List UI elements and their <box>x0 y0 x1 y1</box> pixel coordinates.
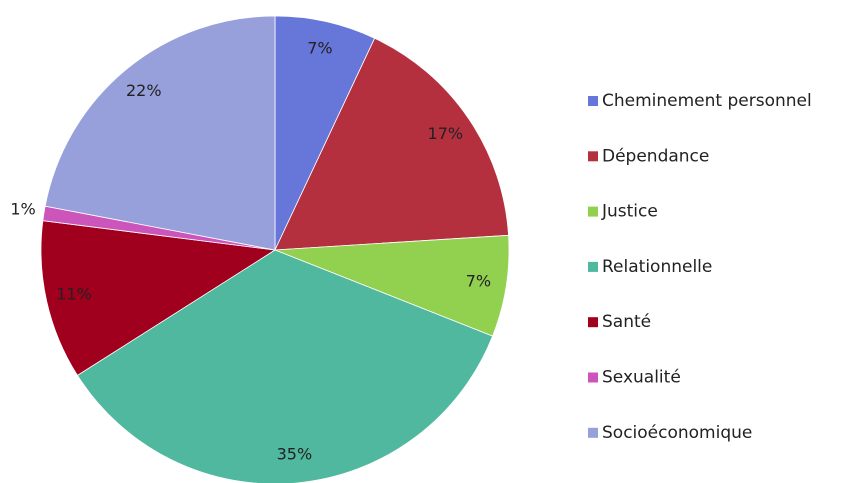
legend-label: Santé <box>602 312 651 332</box>
legend-swatch <box>588 261 598 272</box>
legend-label: Sexualité <box>602 368 681 388</box>
pie-slice <box>274 37 509 251</box>
data-label: 17% <box>428 124 464 143</box>
pie-slice <box>274 234 510 337</box>
pie-slice <box>44 15 276 251</box>
data-label: 7% <box>466 272 491 291</box>
legend-swatch <box>588 206 598 217</box>
legend-label: Socioéconomique <box>602 423 752 443</box>
data-label: 11% <box>56 284 92 303</box>
pie-slice <box>40 220 277 376</box>
legend-label: Dépendance <box>602 146 709 166</box>
pie-slice <box>274 15 376 251</box>
legend-swatch <box>588 96 598 106</box>
data-label: 7% <box>307 39 332 58</box>
data-label: 1% <box>10 200 35 219</box>
legend-swatch <box>588 151 598 162</box>
legend-label: Relationnelle <box>602 257 712 277</box>
data-label: 22% <box>126 81 162 100</box>
legend-swatch <box>588 427 598 438</box>
legend-label: Cheminement personnel <box>602 91 812 111</box>
legend-label: Justice <box>601 202 658 222</box>
legend-swatch <box>588 372 598 383</box>
legend-swatch <box>588 317 598 328</box>
data-label: 35% <box>277 445 313 464</box>
